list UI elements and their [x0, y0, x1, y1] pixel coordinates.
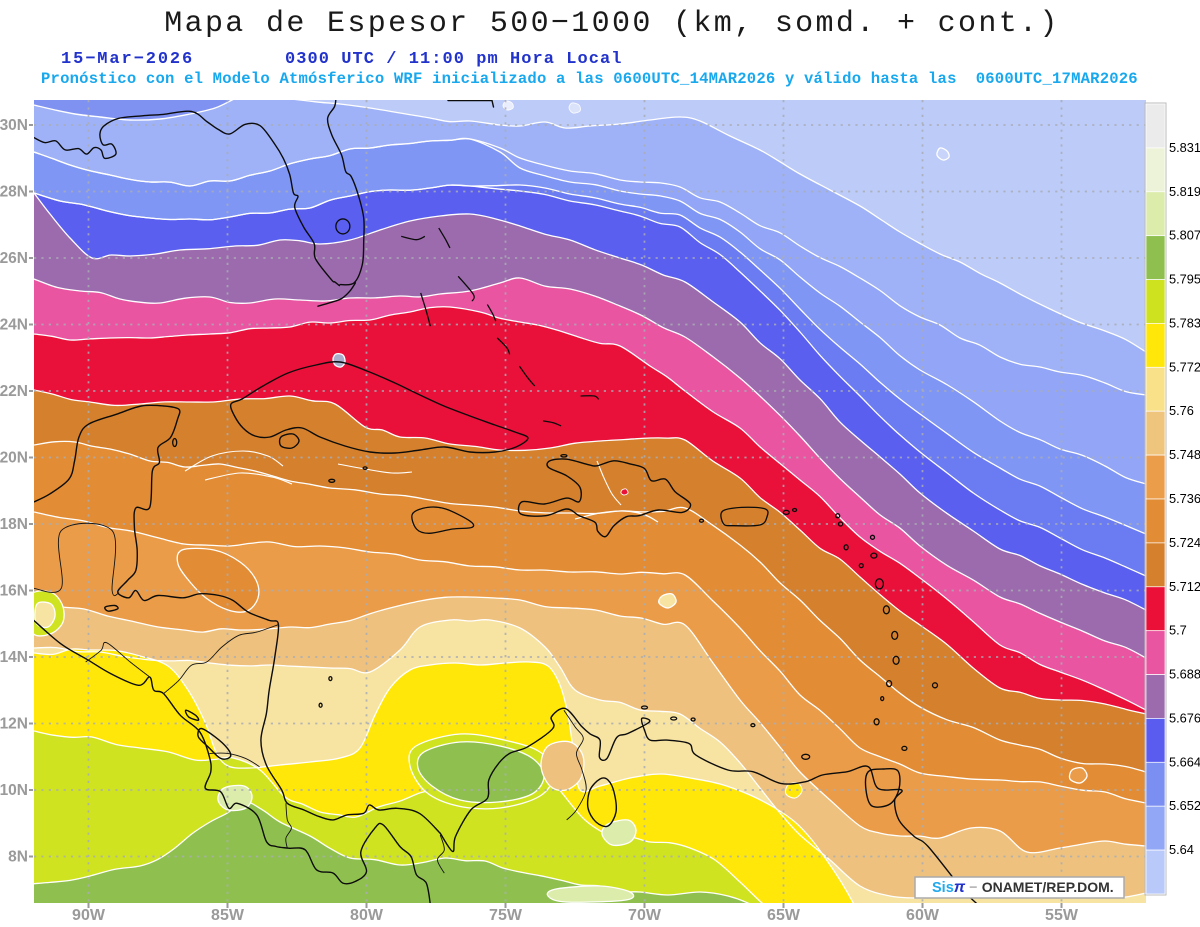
svg-text:5.7: 5.7	[1169, 623, 1187, 638]
svg-text:5.807: 5.807	[1169, 228, 1200, 243]
svg-text:16N: 16N	[0, 583, 28, 600]
svg-text:5.64: 5.64	[1169, 842, 1194, 857]
svg-text:5.664: 5.664	[1169, 754, 1200, 769]
svg-text:5.819: 5.819	[1169, 184, 1200, 199]
svg-text:5.783: 5.783	[1169, 315, 1200, 330]
svg-text:Mapa de Espesor 500−1000 (km,: Mapa de Espesor 500−1000 (km, somd. + co…	[164, 7, 1060, 41]
svg-text:22N: 22N	[0, 383, 28, 400]
svg-text:20N: 20N	[0, 450, 28, 467]
svg-text:8N: 8N	[8, 849, 28, 866]
svg-text:Sisπ − ONAMET/REP.DOM.: Sisπ − ONAMET/REP.DOM.	[932, 879, 1114, 896]
svg-text:75W: 75W	[489, 907, 523, 924]
svg-text:18N: 18N	[0, 516, 28, 533]
svg-text:Pronóstico con el Modelo Atmós: Pronóstico con el Modelo Atmósferico WRF…	[41, 70, 1138, 88]
svg-text:5.688: 5.688	[1169, 667, 1200, 682]
svg-text:5.795: 5.795	[1169, 272, 1200, 287]
svg-text:0300 UTC / 11:00 pm Hora Local: 0300 UTC / 11:00 pm Hora Local	[285, 50, 623, 69]
svg-text:24N: 24N	[0, 317, 28, 334]
svg-text:5.831: 5.831	[1169, 140, 1200, 155]
svg-text:10N: 10N	[0, 782, 28, 799]
svg-text:5.772: 5.772	[1169, 359, 1200, 374]
svg-text:14N: 14N	[0, 649, 28, 666]
svg-text:15−Mar−2026: 15−Mar−2026	[61, 50, 194, 69]
svg-text:5.76: 5.76	[1169, 403, 1194, 418]
svg-text:60W: 60W	[906, 907, 940, 924]
svg-text:85W: 85W	[211, 907, 245, 924]
svg-text:28N: 28N	[0, 184, 28, 201]
svg-text:5.736: 5.736	[1169, 491, 1200, 506]
svg-text:12N: 12N	[0, 716, 28, 733]
svg-text:5.724: 5.724	[1169, 535, 1200, 550]
svg-text:90W: 90W	[72, 907, 106, 924]
svg-text:30N: 30N	[0, 117, 28, 134]
svg-text:80W: 80W	[350, 907, 384, 924]
svg-text:5.748: 5.748	[1169, 447, 1200, 462]
svg-text:55W: 55W	[1045, 907, 1079, 924]
svg-text:65W: 65W	[767, 907, 801, 924]
svg-text:70W: 70W	[628, 907, 662, 924]
svg-text:5.652: 5.652	[1169, 798, 1200, 813]
svg-text:26N: 26N	[0, 250, 28, 267]
svg-text:5.712: 5.712	[1169, 579, 1200, 594]
svg-text:5.676: 5.676	[1169, 710, 1200, 725]
